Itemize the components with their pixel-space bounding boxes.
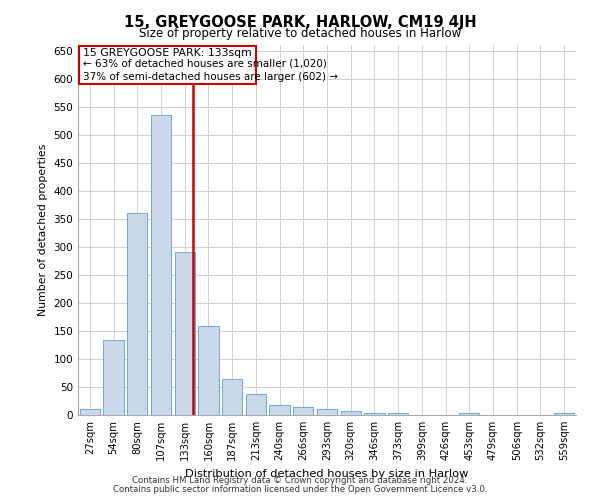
Bar — [293, 406, 313, 415]
Bar — [246, 394, 266, 415]
Bar — [80, 410, 100, 415]
Text: Contains public sector information licensed under the Open Government Licence v3: Contains public sector information licen… — [113, 485, 487, 494]
Bar — [222, 378, 242, 415]
Bar — [317, 410, 337, 415]
Y-axis label: Number of detached properties: Number of detached properties — [38, 144, 48, 316]
Text: 15 GREYGOOSE PARK: 133sqm: 15 GREYGOOSE PARK: 133sqm — [83, 48, 252, 58]
Text: 37% of semi-detached houses are larger (602) →: 37% of semi-detached houses are larger (… — [83, 72, 338, 83]
Bar — [175, 252, 195, 415]
Bar — [127, 213, 148, 415]
Bar — [554, 414, 574, 415]
Text: ← 63% of detached houses are smaller (1,020): ← 63% of detached houses are smaller (1,… — [83, 58, 326, 68]
X-axis label: Distribution of detached houses by size in Harlow: Distribution of detached houses by size … — [185, 468, 469, 478]
Bar — [103, 340, 124, 415]
Bar — [199, 326, 218, 415]
Text: 15, GREYGOOSE PARK, HARLOW, CM19 4JH: 15, GREYGOOSE PARK, HARLOW, CM19 4JH — [124, 15, 476, 30]
Bar — [269, 405, 290, 415]
Bar — [79, 46, 256, 84]
Bar — [341, 410, 361, 415]
Text: Contains HM Land Registry data © Crown copyright and database right 2024.: Contains HM Land Registry data © Crown c… — [132, 476, 468, 485]
Bar — [151, 115, 171, 415]
Bar — [459, 414, 479, 415]
Text: Size of property relative to detached houses in Harlow: Size of property relative to detached ho… — [139, 28, 461, 40]
Bar — [388, 414, 408, 415]
Bar — [364, 414, 385, 415]
